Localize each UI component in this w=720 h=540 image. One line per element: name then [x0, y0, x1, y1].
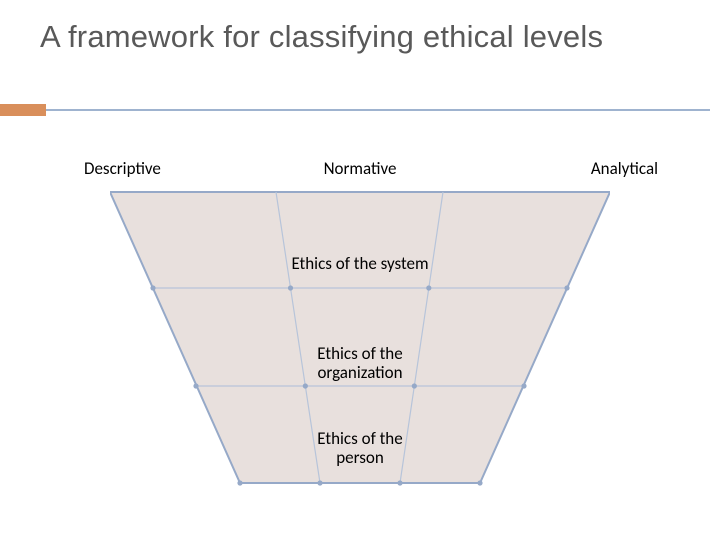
level-label-person: Ethics of theperson	[110, 430, 610, 467]
column-labels-row: Descriptive Normative Analytical	[0, 158, 720, 186]
level-label-organization: Ethics of theorganization	[110, 345, 610, 382]
funnel-diagram: Ethics of the system Ethics of theorgani…	[110, 190, 610, 500]
page-title: A framework for classifying ethical leve…	[40, 18, 680, 57]
accent-blue-line	[46, 109, 710, 111]
column-label-analytical: Analytical	[591, 158, 658, 179]
title-underline	[0, 104, 720, 116]
accent-orange-block	[0, 104, 46, 116]
level-label-system: Ethics of the system	[110, 255, 610, 274]
